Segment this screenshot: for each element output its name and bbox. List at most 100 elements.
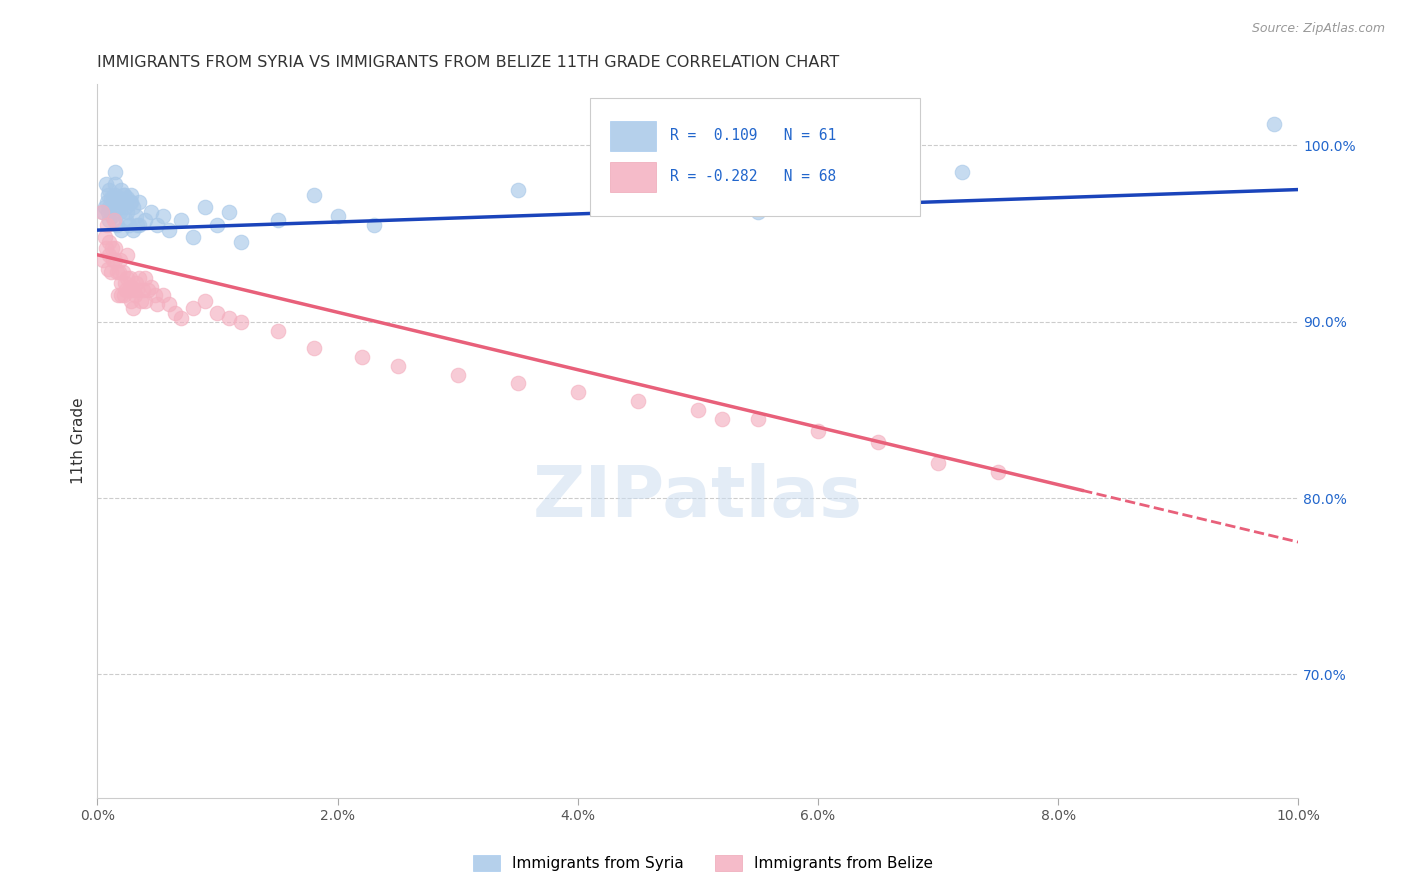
Point	[807, 424, 830, 438]
Point	[141, 205, 163, 219]
Point	[103, 212, 125, 227]
Point	[152, 209, 174, 223]
Point	[104, 165, 127, 179]
Point	[194, 293, 217, 308]
Point	[157, 297, 180, 311]
Point	[122, 223, 145, 237]
Point	[120, 194, 142, 209]
Point	[627, 194, 650, 209]
Point	[122, 200, 145, 214]
Point	[114, 200, 136, 214]
Point	[110, 288, 132, 302]
Point	[111, 194, 134, 209]
Point	[141, 279, 163, 293]
Point	[110, 183, 132, 197]
Point	[112, 288, 135, 302]
Point	[93, 200, 115, 214]
Point	[124, 288, 146, 302]
Point	[100, 265, 122, 279]
Point	[231, 235, 253, 250]
Point	[231, 315, 253, 329]
Point	[194, 200, 217, 214]
Point	[136, 283, 159, 297]
Point	[93, 230, 115, 244]
Point	[125, 209, 148, 223]
Point	[93, 205, 115, 219]
Point	[120, 187, 142, 202]
Point	[94, 178, 117, 192]
Point	[447, 368, 470, 382]
Text: IMMIGRANTS FROM SYRIA VS IMMIGRANTS FROM BELIZE 11TH GRADE CORRELATION CHART: IMMIGRANTS FROM SYRIA VS IMMIGRANTS FROM…	[97, 55, 839, 70]
Point	[146, 297, 169, 311]
Y-axis label: 11th Grade: 11th Grade	[72, 398, 86, 484]
Point	[363, 218, 385, 232]
Point	[183, 230, 205, 244]
Point	[98, 183, 121, 197]
Text: Source: ZipAtlas.com: Source: ZipAtlas.com	[1251, 22, 1385, 36]
Text: R = -0.282   N = 68: R = -0.282 N = 68	[671, 169, 837, 184]
Point	[506, 183, 529, 197]
Point	[387, 359, 409, 373]
Point	[117, 270, 139, 285]
Point	[98, 212, 121, 227]
Point	[101, 253, 124, 268]
Point	[567, 385, 589, 400]
Point	[117, 205, 139, 219]
Point	[108, 191, 131, 205]
Point	[987, 465, 1010, 479]
Point	[266, 212, 288, 227]
Point	[125, 276, 148, 290]
Point	[104, 178, 127, 192]
Point	[96, 194, 118, 209]
Point	[143, 288, 166, 302]
Point	[98, 235, 121, 250]
Bar	[610, 121, 655, 151]
Point	[326, 209, 349, 223]
Point	[170, 311, 193, 326]
Point	[170, 212, 193, 227]
Point	[110, 276, 132, 290]
Point	[108, 265, 131, 279]
Point	[927, 456, 949, 470]
Text: ZIPatlas: ZIPatlas	[533, 463, 863, 533]
Point	[134, 293, 156, 308]
Point	[118, 270, 141, 285]
Point	[207, 218, 229, 232]
Point	[128, 218, 150, 232]
Point	[183, 301, 205, 315]
Point	[101, 191, 124, 205]
Point	[747, 205, 769, 219]
Point	[112, 187, 135, 202]
Point	[117, 218, 139, 232]
Point	[117, 283, 139, 297]
Point	[115, 212, 138, 227]
Point	[94, 241, 117, 255]
Point	[104, 187, 127, 202]
Point	[104, 253, 127, 268]
Point	[132, 283, 155, 297]
Point	[125, 283, 148, 297]
Point	[125, 218, 148, 232]
Point	[104, 241, 127, 255]
Point	[128, 194, 150, 209]
Point	[91, 205, 114, 219]
Point	[831, 178, 853, 192]
FancyBboxPatch shape	[589, 98, 920, 216]
Point	[506, 376, 529, 391]
Point	[950, 165, 973, 179]
Point	[747, 411, 769, 425]
Point	[1263, 117, 1285, 131]
Point	[157, 223, 180, 237]
Point	[93, 253, 115, 268]
Point	[100, 191, 122, 205]
Point	[114, 276, 136, 290]
Text: R =  0.109   N = 61: R = 0.109 N = 61	[671, 128, 837, 144]
Point	[134, 212, 156, 227]
Point	[218, 311, 240, 326]
Point	[108, 205, 131, 219]
Point	[105, 218, 128, 232]
Point	[165, 306, 187, 320]
Point	[98, 200, 121, 214]
Point	[350, 350, 373, 364]
Point	[100, 209, 122, 223]
